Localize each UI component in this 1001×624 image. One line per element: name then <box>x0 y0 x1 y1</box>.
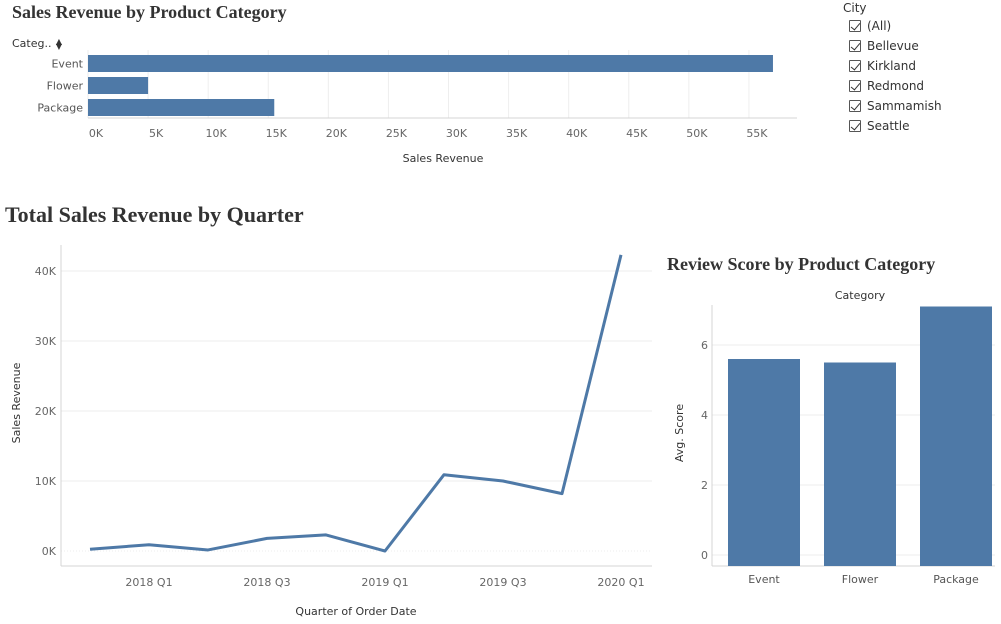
x-tick-label: 2018 Q1 <box>125 576 172 589</box>
x-tick-label: 0K <box>89 127 104 140</box>
y-axis-title: Sales Revenue <box>10 362 23 443</box>
review-chart-title: Review Score by Product Category <box>667 254 936 274</box>
bar <box>824 362 896 566</box>
x-tick-label: 5K <box>149 127 164 140</box>
x-tick-label: 35K <box>506 127 528 140</box>
city-option[interactable]: Seattle <box>843 116 993 136</box>
y-tick-label: 0K <box>42 545 57 558</box>
bar <box>920 306 992 566</box>
bar <box>88 99 275 116</box>
category-header: Category <box>835 289 886 302</box>
x-tick-label: 2018 Q3 <box>243 576 290 589</box>
city-option[interactable]: Bellevue <box>843 36 993 56</box>
x-tick-label: 40K <box>566 127 588 140</box>
x-tick-label: 20K <box>326 127 348 140</box>
category-label: Event <box>748 573 780 586</box>
top-chart-title: Sales Revenue by Product Category <box>12 2 287 22</box>
y-tick-label: 6 <box>701 339 708 352</box>
bar <box>88 55 773 72</box>
category-label: Package <box>933 573 979 586</box>
checkbox-checked-icon[interactable] <box>849 100 861 112</box>
city-option[interactable]: Kirkland <box>843 56 993 76</box>
x-tick-label: 55K <box>746 127 768 140</box>
checkbox-checked-icon[interactable] <box>849 40 861 52</box>
y-tick-label: 30K <box>35 335 57 348</box>
checkbox-checked-icon[interactable] <box>849 120 861 132</box>
checkbox-checked-icon[interactable] <box>849 80 861 92</box>
y-tick-label: 10K <box>35 475 57 488</box>
checkbox-checked-icon[interactable] <box>849 60 861 72</box>
x-tick-label: 45K <box>626 127 648 140</box>
city-option-label: Seattle <box>867 119 910 133</box>
category-label: Package <box>37 102 83 115</box>
city-option-label: Kirkland <box>867 59 916 73</box>
city-option-label: Bellevue <box>867 39 919 53</box>
category-label: Flower <box>47 80 84 93</box>
x-tick-label: 15K <box>266 127 288 140</box>
city-filter: City (All) Bellevue Kirkland Redmond Sammami… <box>843 0 993 136</box>
city-option-label: Sammamish <box>867 99 942 113</box>
category-header: Categ.. <box>12 37 52 50</box>
series-line <box>89 254 623 553</box>
city-option[interactable]: (All) <box>843 16 993 36</box>
category-label: Event <box>51 58 83 71</box>
sort-ascending-icon[interactable]: ▲ ▼ <box>55 37 63 51</box>
bar <box>88 77 149 94</box>
y-axis-title: Avg. Score <box>673 404 686 462</box>
x-tick-label: 2019 Q3 <box>479 576 526 589</box>
checkbox-checked-icon[interactable] <box>849 20 861 32</box>
x-tick-label: 25K <box>386 127 408 140</box>
x-tick-label: 50K <box>686 127 708 140</box>
x-tick-label: 10K <box>206 127 228 140</box>
city-option-label: Redmond <box>867 79 925 93</box>
city-option[interactable]: Sammamish <box>843 96 993 116</box>
city-option-label: (All) <box>867 19 892 33</box>
y-tick-label: 40K <box>35 265 57 278</box>
category-label: Flower <box>842 573 879 586</box>
line-chart-title: Total Sales Revenue by Quarter <box>5 202 304 227</box>
x-axis-title: Quarter of Order Date <box>295 605 416 618</box>
x-tick-label: 2020 Q1 <box>597 576 644 589</box>
x-tick-label: 2019 Q1 <box>361 576 408 589</box>
y-tick-label: 2 <box>701 479 708 492</box>
bar <box>728 359 800 566</box>
x-tick-label: 30K <box>446 127 468 140</box>
city-filter-list: (All) Bellevue Kirkland Redmond Sammamish Sea… <box>843 16 993 136</box>
x-axis-title: Sales Revenue <box>403 152 484 165</box>
city-filter-title: City <box>843 1 867 15</box>
y-tick-label: 20K <box>35 405 57 418</box>
y-tick-label: 4 <box>701 409 708 422</box>
city-option[interactable]: Redmond <box>843 76 993 96</box>
y-tick-label: 0 <box>701 549 708 562</box>
